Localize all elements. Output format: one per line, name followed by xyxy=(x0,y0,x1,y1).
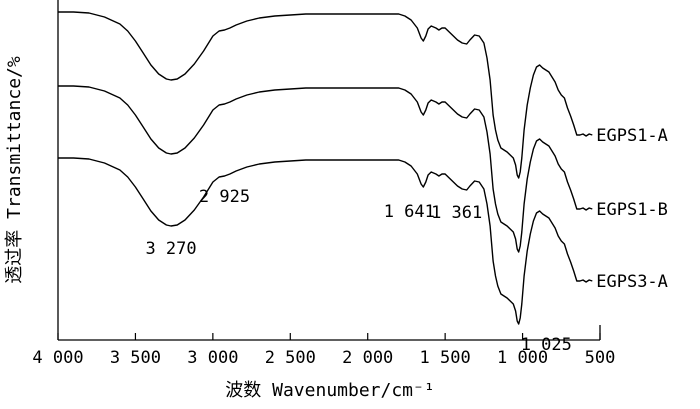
x-tick-label: 2 000 xyxy=(342,348,393,368)
series-label: EGPS1-A xyxy=(596,126,668,146)
x-tick-label: 2 500 xyxy=(265,348,316,368)
series-labels: EGPS1-A EGPS1-B EGPS3-A xyxy=(596,126,668,292)
peak-annotation: 2 925 xyxy=(199,187,250,207)
y-axis-title: 透过率 Transmittance/% xyxy=(4,56,25,284)
series-line-egps1-a xyxy=(58,11,593,179)
series-label: EGPS1-B xyxy=(596,200,668,220)
series-label: EGPS3-A xyxy=(596,272,668,292)
series-group xyxy=(58,11,593,325)
x-tick-label: 1 000 xyxy=(497,348,548,368)
x-axis-ticks: 4 000 3 500 3 000 2 500 2 000 1 500 1 000 500 xyxy=(32,333,615,368)
x-tick-label: 3 000 xyxy=(187,348,238,368)
series-line-egps3-a xyxy=(58,157,593,325)
series-line-egps1-b xyxy=(58,85,593,253)
peak-annotation: 1 025 xyxy=(521,335,572,355)
x-tick-label: 1 500 xyxy=(420,348,471,368)
plot-area xyxy=(57,0,601,341)
x-tick-label: 500 xyxy=(585,348,616,368)
x-tick-label: 4 000 xyxy=(32,348,83,368)
x-axis-title: 波数 Wavenumber/cm⁻¹ xyxy=(225,380,434,401)
peak-annotation: 3 270 xyxy=(145,239,196,259)
peak-annotation: 1 361 xyxy=(431,203,482,223)
x-tick-label: 3 500 xyxy=(110,348,161,368)
peak-annotation: 1 641 xyxy=(384,202,435,222)
